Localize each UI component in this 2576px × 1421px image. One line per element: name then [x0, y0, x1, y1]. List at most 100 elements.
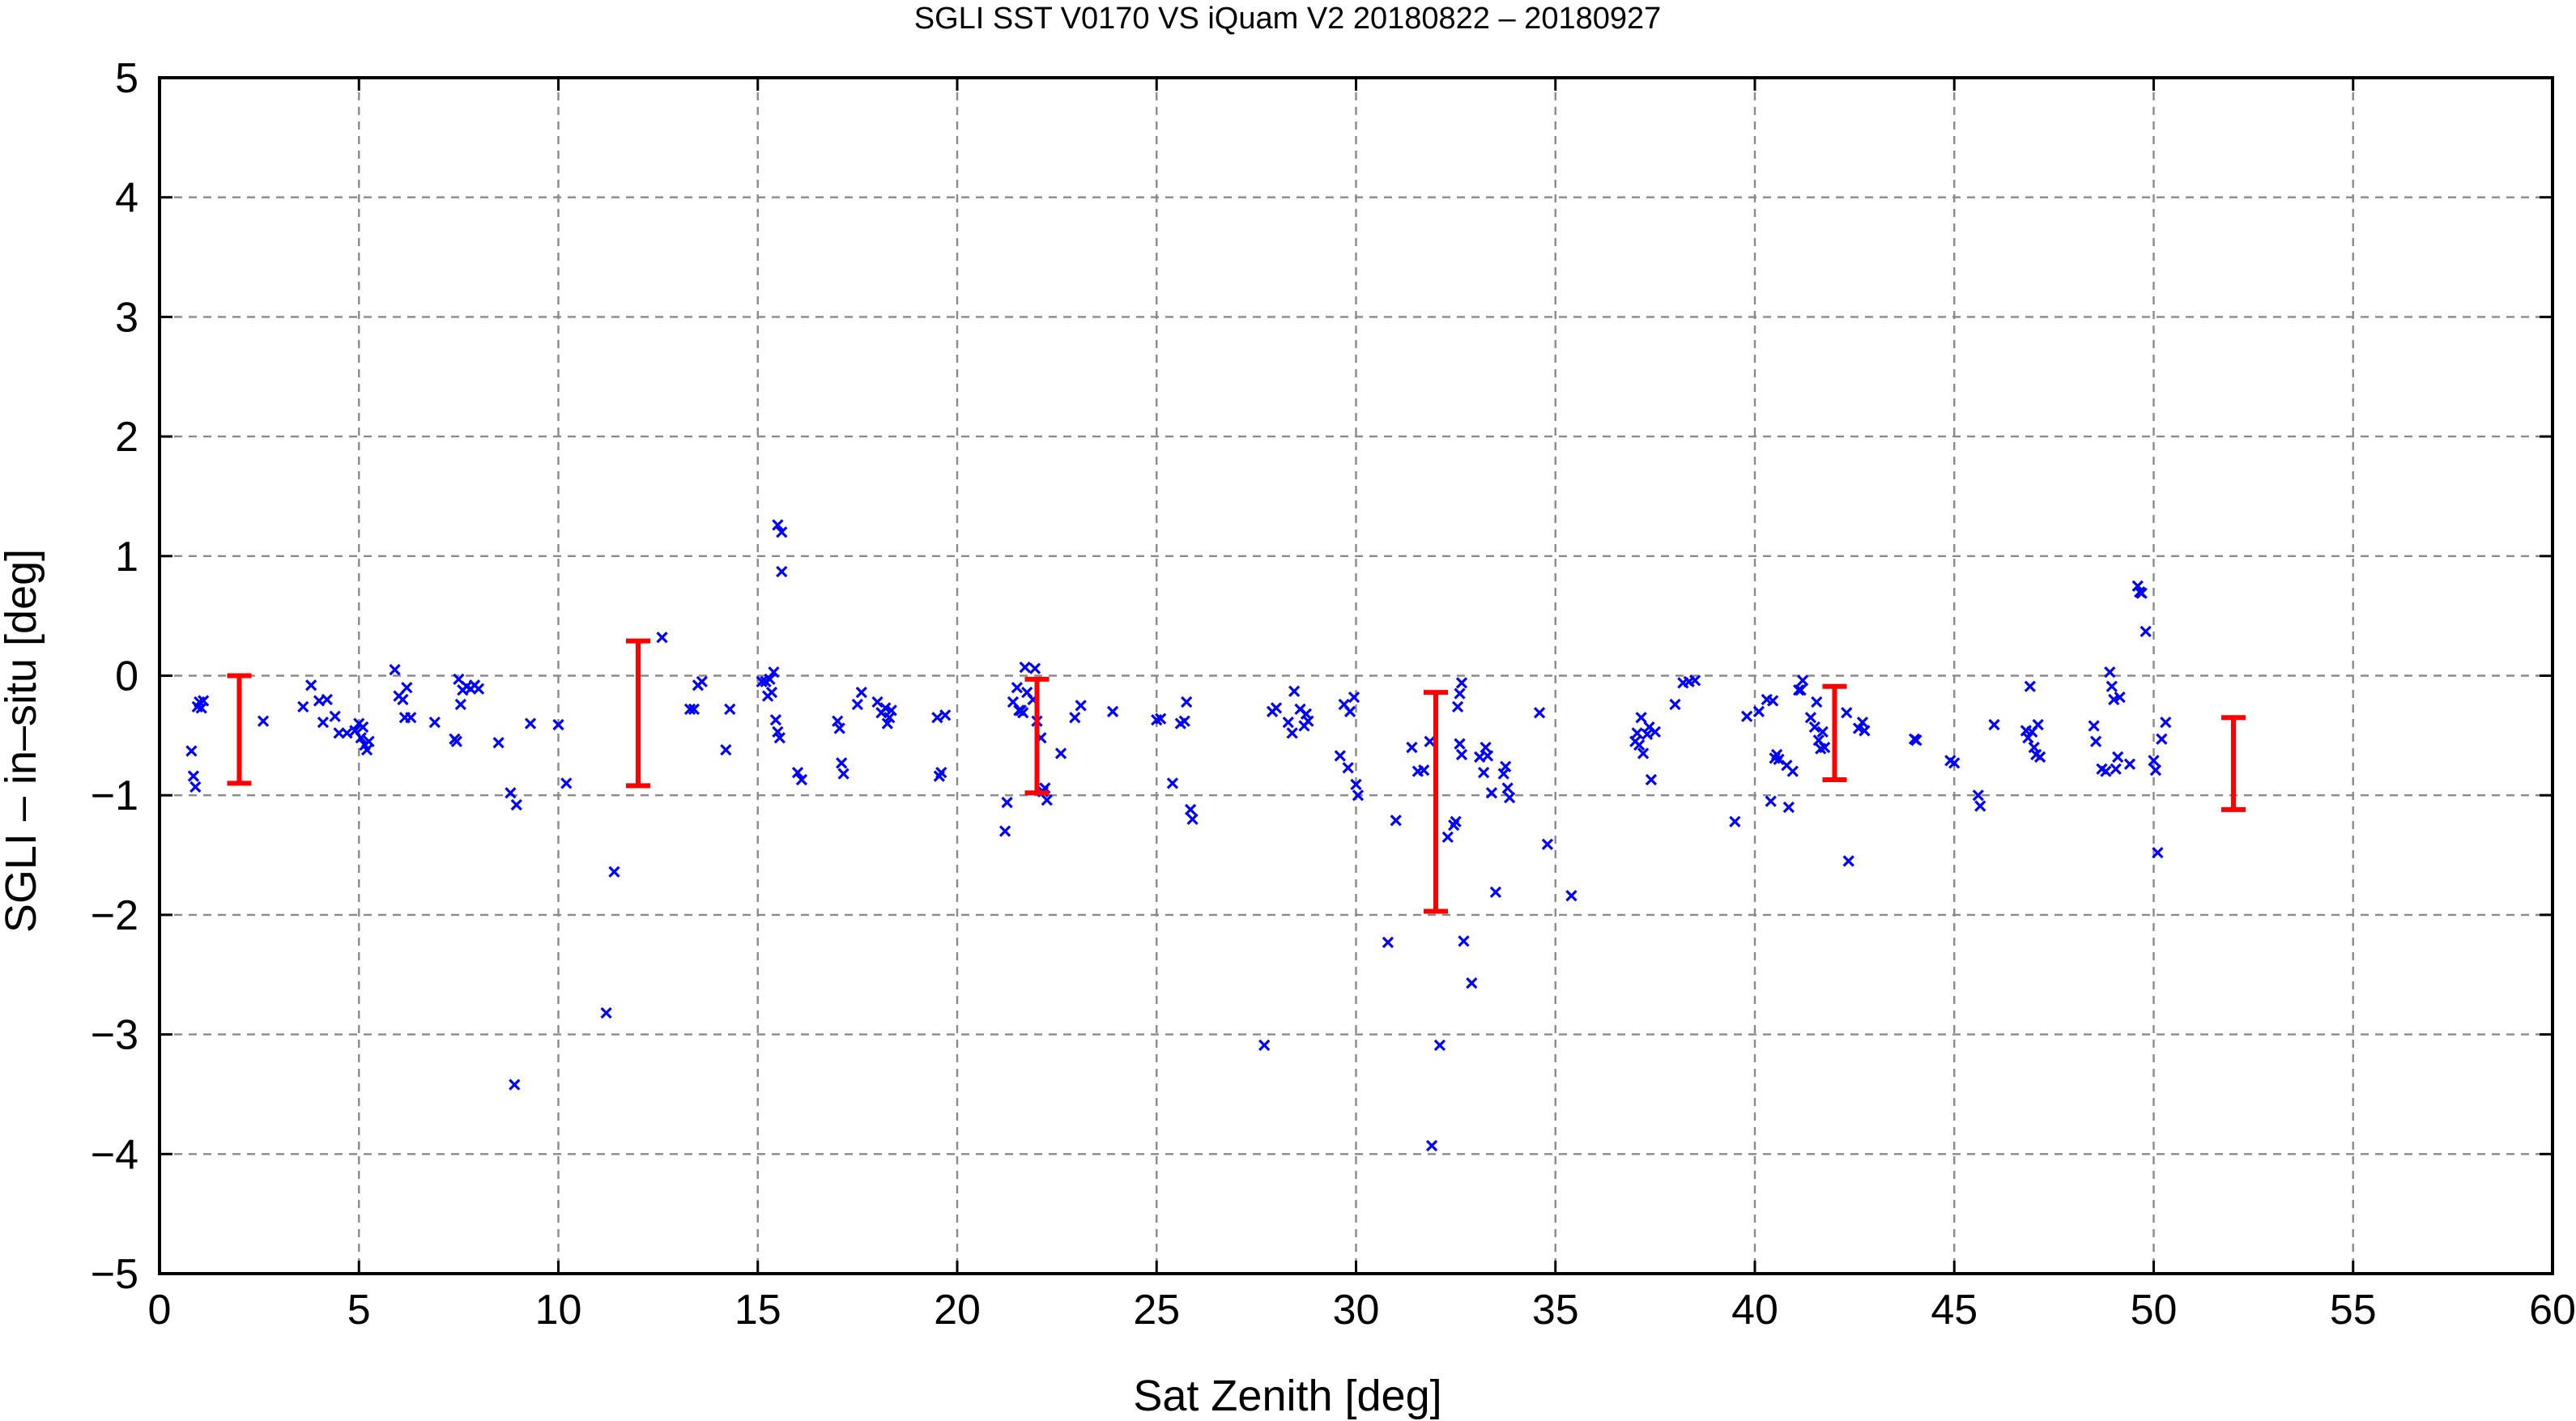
data-point — [885, 704, 897, 717]
data-point — [2135, 587, 2148, 599]
data-point — [1795, 684, 1807, 696]
data-point — [2022, 732, 2034, 744]
data-point — [1786, 765, 1799, 777]
data-point — [1688, 674, 1701, 687]
data-point — [1859, 725, 1871, 737]
data-point — [185, 745, 198, 757]
data-point — [1425, 1139, 1438, 1152]
data-point — [2088, 720, 2100, 732]
data-point — [724, 703, 736, 715]
data-point — [1433, 1039, 1446, 1052]
data-point — [560, 777, 573, 789]
data-point — [879, 702, 892, 714]
data-point — [851, 698, 864, 711]
data-point — [189, 781, 202, 793]
data-point — [1184, 803, 1197, 816]
data-point — [1793, 684, 1805, 696]
data-point — [1282, 716, 1294, 729]
data-point — [321, 693, 333, 706]
data-point — [1258, 1039, 1271, 1052]
data-point — [1910, 734, 1922, 747]
data-point — [1948, 757, 1961, 769]
data-point — [2034, 751, 2046, 764]
data-point — [1270, 702, 1283, 714]
data-point — [1451, 700, 1464, 713]
data-point — [1765, 795, 1777, 807]
data-point — [1503, 792, 1516, 804]
data-point — [1501, 782, 1514, 794]
data-point — [505, 787, 517, 799]
y-tick-label: 2 — [115, 414, 138, 461]
data-point — [1631, 727, 1643, 739]
data-point — [1808, 721, 1821, 734]
data-point — [1348, 691, 1360, 704]
data-point — [1649, 725, 1662, 738]
data-point — [357, 721, 369, 734]
data-point — [1974, 800, 1986, 812]
data-point — [257, 715, 270, 727]
x-tick-label: 10 — [535, 1287, 582, 1334]
data-point — [1352, 789, 1365, 802]
grid-lines — [160, 78, 2553, 1274]
data-point — [2114, 691, 2126, 704]
data-point — [772, 519, 784, 531]
data-point — [1382, 936, 1394, 949]
data-point — [1454, 738, 1466, 750]
data-point — [2156, 733, 2168, 745]
x-tick-label: 60 — [2529, 1287, 2576, 1334]
data-point — [524, 717, 537, 730]
data-point — [1458, 935, 1470, 947]
data-point — [2123, 758, 2136, 770]
data-point — [2160, 716, 2172, 729]
y-tick-label: −1 — [91, 772, 138, 819]
data-point — [1645, 773, 1658, 786]
x-tick-label: 40 — [1731, 1287, 1778, 1334]
data-point — [656, 632, 668, 644]
data-point — [1481, 750, 1494, 762]
data-point — [1635, 712, 1647, 724]
data-point — [2149, 764, 2162, 776]
data-point — [931, 712, 943, 724]
data-point — [776, 526, 788, 538]
data-point — [2089, 735, 2102, 747]
data-point — [1286, 727, 1298, 739]
data-point — [836, 757, 848, 769]
data-point — [1454, 687, 1466, 700]
error-bar — [1424, 690, 1448, 914]
data-point — [939, 709, 952, 721]
data-point — [1819, 741, 1831, 754]
data-point — [198, 695, 210, 707]
data-point — [871, 696, 884, 708]
error-bar — [227, 673, 252, 786]
data-point — [1181, 696, 1193, 708]
data-point — [1489, 886, 1502, 898]
y-tick-label: −3 — [91, 1012, 138, 1059]
data-point — [1054, 747, 1067, 759]
data-point — [305, 679, 317, 691]
data-point — [696, 675, 708, 688]
data-point — [187, 770, 199, 782]
x-tick-label: 0 — [148, 1287, 172, 1334]
data-point — [1773, 753, 1785, 766]
data-point — [1455, 748, 1468, 761]
data-point — [1796, 674, 1809, 687]
y-tick-label: 0 — [115, 653, 138, 700]
data-point — [1729, 815, 1741, 827]
data-point — [389, 663, 401, 676]
error-bars — [227, 638, 2246, 914]
data-point — [855, 687, 867, 699]
data-point — [998, 825, 1011, 837]
data-point — [1988, 718, 2000, 731]
data-point — [1741, 710, 1753, 722]
x-axis-label: Sat Zenith [deg] — [1133, 1372, 1441, 1420]
x-tick-label: 20 — [934, 1287, 981, 1334]
data-point — [1480, 741, 1492, 754]
x-tick-label: 35 — [1532, 1287, 1579, 1334]
data-point — [510, 798, 522, 811]
data-point — [1466, 976, 1478, 989]
data-point — [608, 866, 620, 878]
data-point — [1406, 741, 1418, 754]
data-point — [2152, 846, 2164, 859]
